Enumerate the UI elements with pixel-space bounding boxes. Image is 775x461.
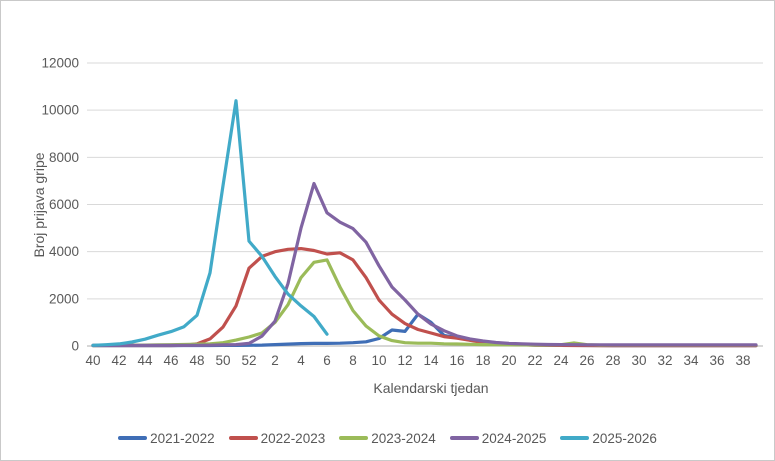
x-tick-label: 2: [271, 353, 279, 368]
x-tick-label: 40: [85, 353, 100, 368]
series-line-2024-2025: [91, 181, 758, 347]
y-tick-label: 2000: [49, 291, 79, 306]
x-tick-label: 20: [501, 353, 516, 368]
x-tick-label: 48: [189, 353, 204, 368]
y-tick-label: 4000: [49, 244, 79, 259]
legend-line-swatch: [118, 435, 148, 441]
x-tick-label: 12: [397, 353, 412, 368]
legend-item-2025-2026: 2025-2026: [560, 431, 657, 446]
x-axis-tick-labels: 40 42 44 46 48 50 52 2 4 6 8 10 12 14 16 18 20 22 24 26 28 30…: [85, 353, 750, 368]
legend-label: 2021-2022: [150, 430, 215, 446]
legend-item-2023-2024: 2023-2024: [339, 431, 436, 446]
x-tick-label: 10: [371, 353, 386, 368]
x-tick-label: 42: [111, 353, 126, 368]
x-tick-label: 22: [527, 353, 542, 368]
x-tick-label: 52: [241, 353, 256, 368]
legend-line-swatch: [228, 435, 258, 441]
x-axis-title: Kalendarski tjedan: [373, 380, 488, 396]
legend-line-swatch: [449, 435, 479, 441]
y-tick-label: 10000: [41, 103, 79, 118]
x-tick-label: 26: [579, 353, 594, 368]
x-tick-label: 6: [323, 353, 331, 368]
x-tick-label: 46: [163, 353, 178, 368]
x-tick-label: 16: [449, 353, 464, 368]
series-lines: [91, 99, 758, 348]
y-axis-tick-labels: 0 2000 4000 6000 8000 10000 12000: [41, 56, 79, 354]
x-tick-label: 8: [349, 353, 357, 368]
legend-label: 2023-2024: [371, 430, 436, 446]
y-tick-label: 0: [71, 339, 79, 354]
x-tick-label: 50: [215, 353, 230, 368]
x-tick-label: 32: [657, 353, 672, 368]
series-line-2025-2026: [91, 99, 329, 347]
legend-item-2024-2025: 2024-2025: [449, 430, 547, 446]
x-tick-label: 14: [423, 353, 439, 368]
x-tick-label: 24: [553, 353, 569, 368]
y-tick-label: 8000: [49, 150, 79, 165]
y-tick-label: 6000: [49, 197, 79, 212]
legend-line-swatch: [339, 435, 369, 441]
y-tick-label: 12000: [41, 56, 79, 71]
x-tick-label: 4: [297, 353, 305, 368]
legend-label: 2022-2023: [260, 430, 326, 446]
x-tick-label: 44: [137, 353, 153, 368]
series-line-2022-2023: [91, 247, 758, 348]
legend-label: 2025-2026: [592, 430, 657, 446]
x-tick-label: 18: [475, 353, 490, 368]
x-tick-label: 36: [709, 353, 724, 368]
x-tick-label: 38: [735, 353, 750, 368]
gridlines: [87, 62, 763, 347]
legend-label: 2024-2025: [481, 430, 547, 446]
legend-item-2021-2022: 2021-2022: [118, 431, 215, 446]
x-tick-label: 34: [683, 353, 699, 368]
legend-item-2022-2023: 2022-2023: [228, 430, 326, 446]
x-tick-label: 30: [631, 353, 646, 368]
y-axis-title: Broj prijava gripe: [31, 152, 47, 257]
legend: 2021-2022 2022-2023 2023-2024 2024-2025 …: [1, 425, 774, 451]
legend-line-swatch: [560, 435, 590, 441]
x-tick-label: 28: [605, 353, 620, 368]
